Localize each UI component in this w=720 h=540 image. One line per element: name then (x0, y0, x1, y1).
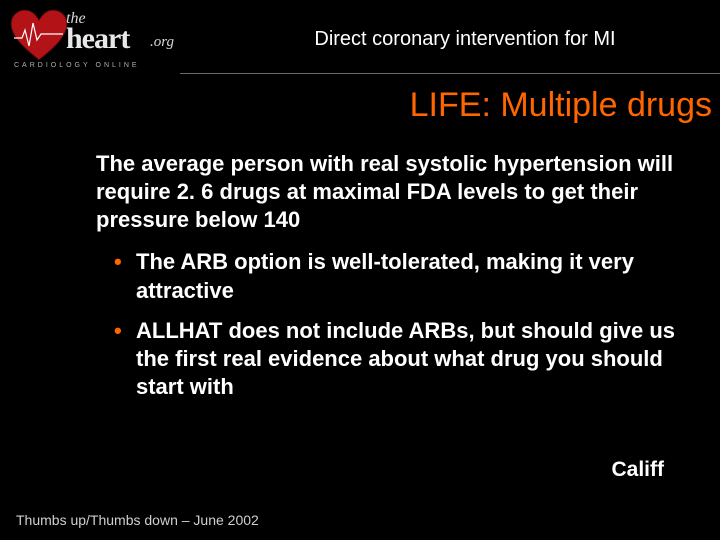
bullet-item: ALLHAT does not include ARBs, but should… (114, 317, 680, 401)
logo: the heart .org CARDIOLOGY ONLINE (8, 8, 208, 76)
slide-title: LIFE: Multiple drugs (410, 86, 712, 125)
bullet-item: The ARB option is well-tolerated, making… (114, 248, 680, 304)
main-paragraph: The average person with real systolic hy… (96, 150, 680, 234)
bullet-list: The ARB option is well-tolerated, making… (96, 248, 680, 401)
logo-subtitle: CARDIOLOGY ONLINE (14, 62, 140, 69)
heart-icon (8, 8, 70, 64)
attribution: Califf (612, 458, 665, 482)
header-title: Direct coronary intervention for MI (230, 28, 700, 51)
header-divider (180, 73, 720, 74)
logo-word-heart: heart (66, 22, 129, 56)
content-area: The average person with real systolic hy… (96, 150, 680, 413)
logo-word-org: .org (150, 34, 174, 51)
footer-text: Thumbs up/Thumbs down – June 2002 (16, 512, 259, 528)
